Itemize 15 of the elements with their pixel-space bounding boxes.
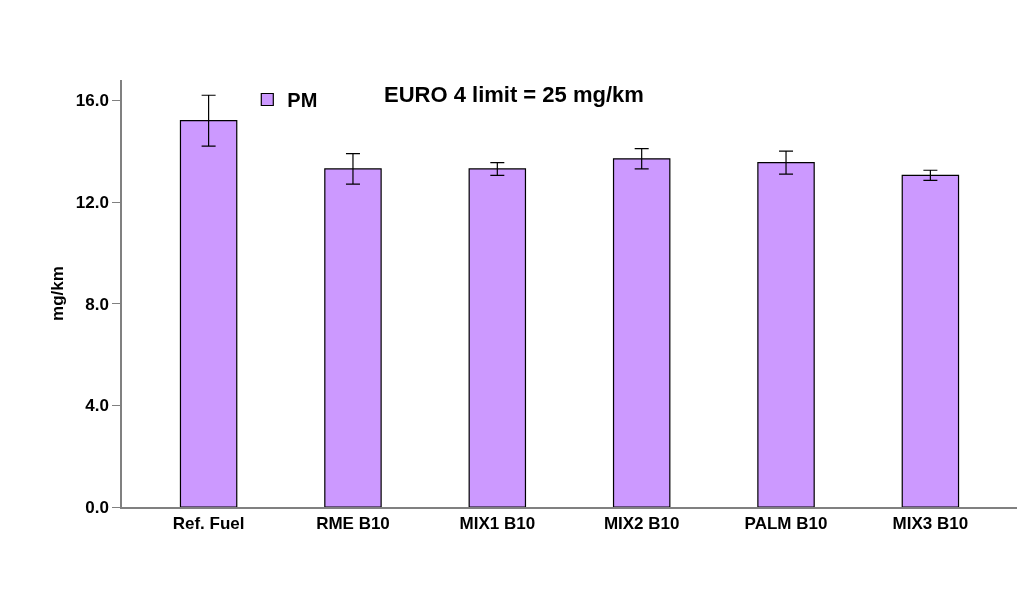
bar <box>901 174 960 507</box>
y-tick-label: 4.0 <box>85 396 109 416</box>
y-tick-label: 16.0 <box>75 91 109 111</box>
y-tick-label: 12.0 <box>75 192 109 212</box>
x-tick-label: Ref. Fuel <box>172 514 245 534</box>
y-axis-title: mg/km <box>47 266 67 321</box>
x-tick-label: PALM B10 <box>744 514 828 534</box>
x-tick-label: MIX1 B10 <box>459 514 536 534</box>
annotation: EURO 4 limit = 25 mg/km <box>384 82 644 107</box>
x-tick-label: MIX2 B10 <box>603 514 680 534</box>
legend-label: PM <box>287 89 318 112</box>
y-tick-label: 8.0 <box>85 294 109 314</box>
x-tick-label: RME B10 <box>316 514 390 534</box>
x-tick-label: MIX3 B10 <box>892 514 969 534</box>
y-tick-label: 0.0 <box>85 497 109 517</box>
